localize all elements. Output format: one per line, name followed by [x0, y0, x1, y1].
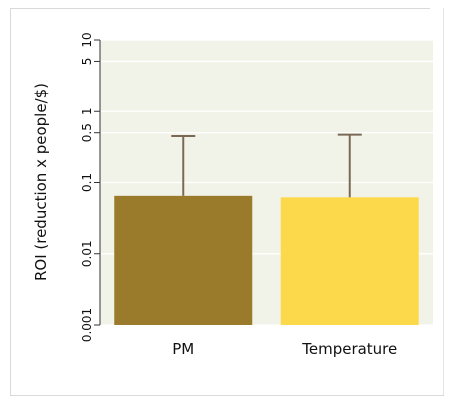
y-tick-label: 0.1 [80, 173, 94, 192]
frame-border-top [10, 8, 430, 9]
y-tick-label: 1 [80, 107, 94, 115]
bar-pm [114, 195, 253, 325]
error-bars [171, 133, 362, 198]
frame-border-right [443, 8, 444, 396]
bar-temperature [280, 197, 419, 325]
y-tick-label: 0.001 [80, 308, 94, 342]
x-tick-label-temperature: Temperature [301, 340, 397, 358]
x-axis: PM Temperature [172, 340, 397, 358]
y-tick-label: 5 [80, 58, 94, 66]
x-tick-label-pm: PM [172, 340, 194, 358]
chart-frame [10, 8, 444, 396]
y-axis-label: ROI (reduction x people/$) [32, 83, 50, 281]
y-axis: 0.001 0.01 0.1 0.5 1 5 10 [80, 32, 101, 342]
y-tick-label: 0.5 [80, 123, 94, 142]
y-tick-label: 10 [80, 32, 94, 47]
y-tick-label: 0.01 [80, 240, 94, 267]
bars [114, 195, 419, 325]
